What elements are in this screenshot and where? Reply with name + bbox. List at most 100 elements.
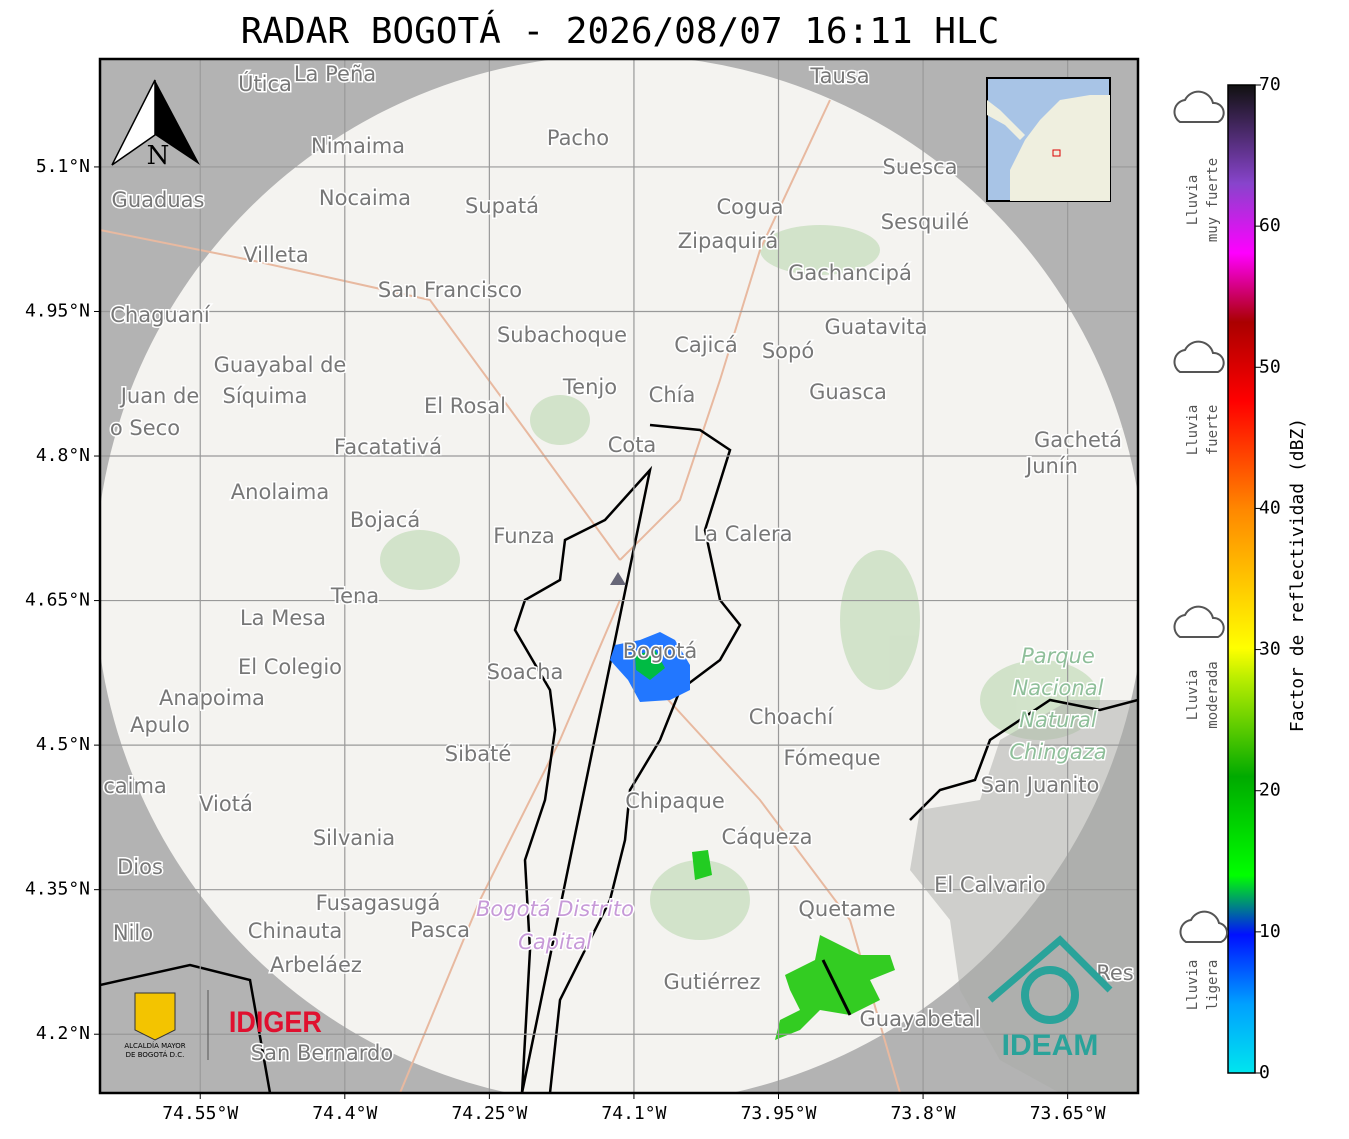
compass: N (111, 79, 200, 171)
x-tick-label: 73.65°W (1030, 1103, 1106, 1124)
place-label: Nilo (113, 921, 153, 945)
rain-label: muy fuerte (1205, 158, 1221, 242)
rain-icons (1173, 90, 1229, 943)
idiger-logo: IDIGER (229, 1006, 322, 1040)
place-label: Suesca (883, 155, 958, 179)
place-label: Gachetá (1034, 428, 1122, 452)
place-label: Soacha (487, 660, 564, 684)
place-label: La Mesa (240, 606, 326, 630)
place-label: Guasca (809, 380, 887, 404)
place-label: La Peña (294, 62, 376, 86)
place-label: El Calvario (934, 873, 1046, 897)
place-label: Bogotá (623, 639, 698, 663)
place-label: Facatativá (334, 435, 442, 459)
place-label: Guayabetal (860, 1007, 981, 1031)
colorbar (1227, 84, 1256, 1074)
dept-boundary (909, 698, 1138, 821)
place-label: El Rosal (424, 394, 506, 418)
place-label: Funza (493, 524, 554, 548)
place-label: Chipaque (625, 789, 725, 813)
place-label: Gachancipá (788, 261, 912, 285)
y-tick-label: 4.35°N (25, 879, 90, 900)
place-label: Nocaima (319, 186, 411, 210)
place-label: Fusagasugá (316, 891, 441, 915)
rain-label: Lluvia (1185, 405, 1201, 456)
colorbar-tick-label: 40 (1259, 497, 1281, 518)
place-label: Sopó (762, 339, 814, 363)
rain-label: Lluvia (1185, 960, 1201, 1011)
y-tick-label: 5.1°N (36, 156, 90, 177)
place-labels: Útica La Peña Tausa Pacho Nimaima Guaduas Noca… (102, 61, 1136, 1067)
place-label: Bojacá (350, 508, 420, 532)
place-label: Pasca (410, 918, 470, 942)
rain-label: fuerte (1205, 405, 1221, 456)
place-label: Chía (649, 383, 696, 407)
map-frame (98, 57, 1140, 1095)
place-label: caima (103, 774, 167, 798)
district-label: Capital (518, 930, 592, 954)
place-label: San Francisco (378, 278, 522, 302)
place-label: Anapoima (159, 686, 265, 710)
park-label: Chingaza (1009, 740, 1106, 764)
place-label: Junín (1024, 454, 1078, 478)
place-label: Guayabal de (214, 353, 347, 377)
x-tick-label: 74.1°W (601, 1103, 666, 1124)
place-label: Nimaima (311, 134, 405, 158)
place-label: Tausa (809, 64, 869, 88)
y-tick-label: 4.5°N (36, 734, 90, 755)
place-label: Sesquilé (881, 210, 969, 234)
place-label: La Calera (693, 522, 792, 546)
rain-label: ligera (1205, 960, 1221, 1011)
title: RADAR BOGOTÁ - 2026/08/07 16:11 HLC (241, 10, 1000, 52)
place-label: Anolaima (231, 480, 329, 504)
park-label: Parque (1021, 644, 1095, 668)
place-label: o Seco (110, 416, 180, 440)
rain-label: Lluvia (1185, 175, 1201, 226)
park-label: Natural (1019, 708, 1097, 732)
place-label: Subachoque (497, 323, 627, 347)
place-label: Cáqueza (722, 825, 813, 849)
place-label: Cota (608, 433, 657, 457)
dept-region (910, 700, 1138, 1093)
colorbar-tick-label: 0 (1259, 1062, 1270, 1083)
y-tick-label: 4.2°N (36, 1023, 90, 1044)
logo-text: DE BOGOTÁ D.C. (126, 1050, 185, 1059)
north-label: N (147, 141, 170, 171)
colorbar-tick-label: 20 (1259, 780, 1281, 801)
rain-label: Lluvia (1185, 670, 1201, 721)
x-tick-label: 74.25°W (451, 1103, 527, 1124)
place-label: Útica (238, 71, 292, 96)
ideam-logo: IDEAM (987, 935, 1113, 1062)
colorbar-ticks: 0 10 20 30 40 50 60 70 (1255, 74, 1281, 1083)
place-label: Sibaté (445, 742, 512, 766)
place-label: Guatavita (825, 315, 928, 339)
place-label: Quetame (798, 897, 895, 921)
colorbar-tick-label: 30 (1259, 639, 1281, 660)
map: Útica La Peña Tausa Pacho Nimaima Guaduas Noca… (100, 59, 1138, 1093)
district-label: Bogotá Distrito (476, 897, 634, 921)
x-tick-label: 73.95°W (741, 1103, 817, 1124)
colorbar-tick-label: 70 (1259, 74, 1281, 95)
place-label: Zipaquirá (678, 229, 778, 253)
place-label: Arbeláez (270, 953, 362, 977)
colorbar-label: Factor de reflectividad (dBZ) (1287, 418, 1308, 732)
dept-boundary (100, 963, 272, 1093)
colorbar-tick-label: 10 (1259, 921, 1281, 942)
place-label: Villeta (243, 243, 308, 267)
place-label: San Juanito (981, 773, 1100, 797)
place-label: Tena (330, 584, 379, 608)
y-tick-label: 4.8°N (36, 445, 90, 466)
ideam-text: IDEAM (1002, 1029, 1099, 1062)
place-label: Gutiérrez (664, 970, 761, 994)
place-label: Síquima (223, 384, 308, 408)
y-tick-label: 4.95°N (25, 300, 90, 321)
place-label: El Colegio (238, 655, 342, 679)
place-label: Tenjo (562, 375, 617, 399)
place-label: Supatá (465, 194, 539, 218)
place-label: Silvania (313, 826, 395, 850)
place-label: Juan de (119, 384, 200, 408)
place-label: Apulo (130, 713, 190, 737)
x-tick-label: 74.4°W (312, 1103, 377, 1124)
